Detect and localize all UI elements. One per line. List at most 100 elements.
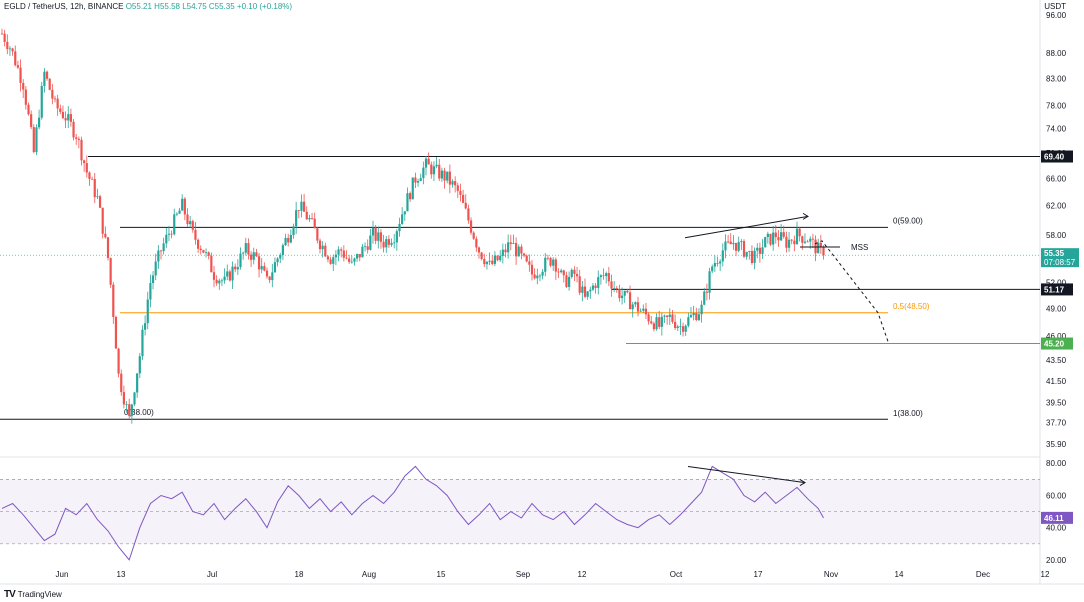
candle-body bbox=[395, 231, 398, 243]
rsi-tick-label: 40.00 bbox=[1046, 524, 1067, 533]
candle-body bbox=[305, 211, 308, 220]
candle-body bbox=[98, 196, 102, 208]
candle-body bbox=[758, 247, 761, 254]
symbol-label[interactable]: EGLD / TetherUS, 12h, BINANCE bbox=[4, 2, 124, 11]
candle-body bbox=[289, 234, 292, 243]
candle-body bbox=[639, 310, 642, 312]
candle-body bbox=[141, 329, 144, 357]
candle-body bbox=[159, 250, 163, 252]
candle-body bbox=[353, 258, 356, 262]
candle-body bbox=[740, 241, 743, 243]
candle-body bbox=[451, 181, 454, 185]
candle-body bbox=[520, 246, 523, 254]
candle-body bbox=[787, 239, 791, 248]
candle-body bbox=[414, 177, 417, 183]
candle-body bbox=[515, 243, 518, 257]
candle-body bbox=[721, 250, 724, 262]
candle-body bbox=[440, 170, 443, 179]
candle-body bbox=[382, 241, 385, 248]
candle-body bbox=[570, 269, 573, 278]
candle-body bbox=[244, 243, 247, 253]
candle-body bbox=[207, 252, 210, 256]
candle-body bbox=[599, 275, 602, 278]
candle-body bbox=[671, 314, 674, 322]
candle-body bbox=[817, 242, 820, 254]
candle-body bbox=[491, 260, 494, 264]
candle-body bbox=[780, 232, 783, 241]
candle-body bbox=[562, 270, 565, 276]
candle-body bbox=[295, 210, 298, 227]
candle-body bbox=[329, 259, 332, 264]
candle-body bbox=[652, 323, 655, 330]
candle-body bbox=[43, 71, 46, 86]
time-tick-label: 12 bbox=[1041, 570, 1050, 579]
candle-body bbox=[748, 251, 751, 252]
candle-body bbox=[390, 242, 393, 245]
candle-body bbox=[554, 259, 557, 272]
rsi-tick-label: 80.00 bbox=[1046, 459, 1067, 468]
candle-body bbox=[700, 304, 703, 315]
time-tick-label: Aug bbox=[362, 570, 376, 579]
range-low-right-label: 1(38.00) bbox=[893, 409, 923, 418]
candle-body bbox=[146, 299, 149, 324]
candle-body bbox=[618, 289, 621, 299]
candle-body bbox=[318, 240, 322, 250]
candle-body bbox=[753, 250, 756, 263]
candle-body bbox=[228, 271, 231, 281]
candle-body bbox=[27, 104, 30, 115]
candle-body bbox=[703, 291, 706, 305]
candle-body bbox=[215, 279, 218, 284]
candle-body bbox=[732, 242, 735, 245]
candle-body bbox=[321, 245, 324, 250]
candle-body bbox=[255, 252, 258, 257]
candle-body bbox=[257, 256, 261, 270]
time-tick-label: 14 bbox=[895, 570, 904, 579]
chart-header: EGLD / TetherUS, 12h, BINANCE O55.21 H55… bbox=[4, 2, 292, 11]
candle-body bbox=[644, 308, 648, 315]
price-tick-label: 35.90 bbox=[1046, 440, 1067, 449]
candle-body bbox=[811, 238, 814, 240]
candle-body bbox=[724, 241, 727, 251]
candle-body bbox=[560, 270, 563, 273]
candle-body bbox=[308, 218, 311, 220]
time-tick-label: Dec bbox=[976, 570, 990, 579]
candle-body bbox=[790, 239, 793, 241]
candle-body bbox=[11, 48, 14, 52]
candle-body bbox=[424, 158, 428, 168]
candle-body bbox=[265, 270, 269, 277]
candle-body bbox=[713, 263, 716, 267]
candle-body bbox=[178, 210, 181, 214]
candle-body bbox=[313, 218, 316, 229]
candle-body bbox=[223, 276, 226, 281]
candle-body bbox=[488, 260, 491, 262]
candle-body bbox=[77, 138, 80, 140]
time-tick-label: 15 bbox=[437, 570, 446, 579]
candle-body bbox=[658, 317, 661, 327]
candle-body bbox=[154, 261, 157, 276]
candle-body bbox=[795, 228, 799, 245]
candle-body bbox=[666, 315, 669, 317]
price-badge bbox=[1041, 150, 1073, 163]
candle-body bbox=[777, 237, 780, 241]
candle-body bbox=[379, 232, 383, 242]
time-tick-label: Jul bbox=[207, 570, 217, 579]
candle-body bbox=[435, 164, 438, 167]
candle-body bbox=[586, 291, 589, 297]
candle-body bbox=[578, 276, 581, 293]
candle-body bbox=[692, 313, 695, 316]
candle-body bbox=[705, 291, 708, 293]
candle-body bbox=[438, 164, 441, 179]
candle-body bbox=[719, 261, 722, 264]
candle-body bbox=[708, 271, 711, 293]
candle-body bbox=[326, 256, 330, 260]
candle-body bbox=[552, 259, 555, 266]
candle-body bbox=[51, 89, 54, 99]
candle-body bbox=[303, 201, 306, 212]
candle-body bbox=[218, 280, 221, 284]
candle-body bbox=[432, 166, 436, 175]
candle-body bbox=[133, 392, 136, 405]
candle-body bbox=[459, 190, 462, 195]
candle-body bbox=[697, 314, 701, 321]
